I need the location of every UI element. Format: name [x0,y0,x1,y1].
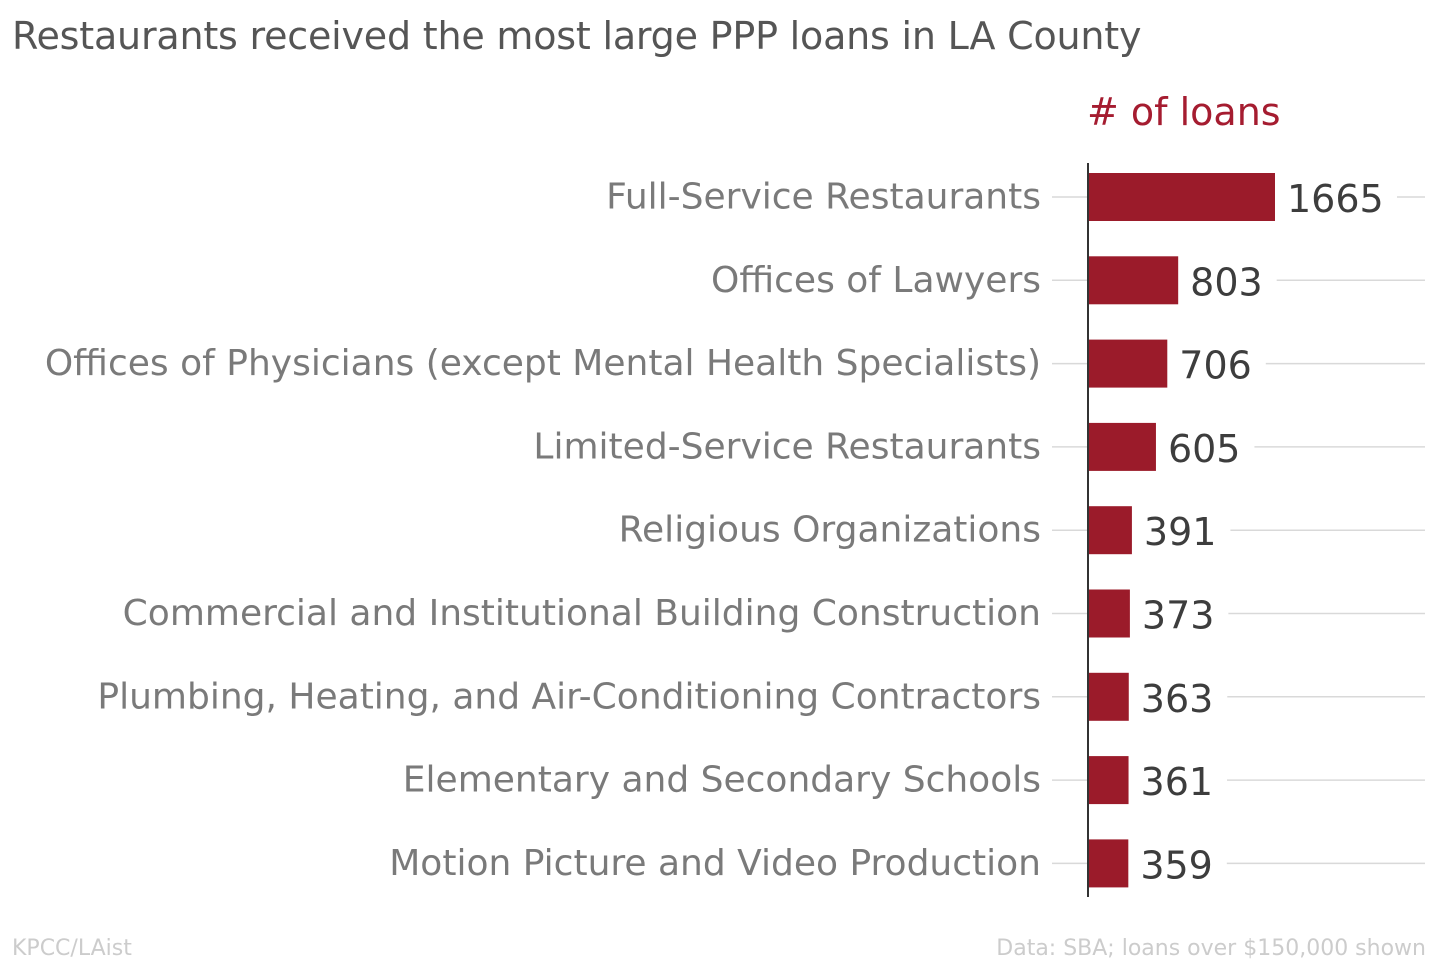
bar [1088,506,1132,555]
category-label: Offices of Physicians (except Mental Hea… [45,343,1041,384]
value-label: 363 [1141,677,1214,721]
bar [1088,339,1168,388]
category-label: Plumbing, Heating, and Air-Conditioning … [97,676,1041,717]
data-source-text: Data: SBA; loans over $150,000 shown [996,936,1426,961]
bar [1088,173,1275,221]
category-label: Elementary and Secondary Schools [403,760,1041,801]
credit-text: KPCC/LAist [12,936,132,961]
category-label: Religious Organizations [619,510,1041,551]
category-label: Full-Service Restaurants [606,177,1041,218]
value-label: 706 [1179,344,1252,388]
category-label: Commercial and Institutional Building Co… [123,593,1041,634]
value-label: 803 [1190,260,1263,304]
bar [1088,756,1129,805]
value-label: 1665 [1287,177,1384,221]
value-label: 605 [1168,427,1241,471]
bar [1088,839,1129,888]
chart-title: Restaurants received the most large PPP … [12,14,1142,58]
bar [1088,422,1156,471]
category-label: Limited-Service Restaurants [533,426,1041,467]
bar [1088,256,1179,305]
value-label: 359 [1140,843,1213,887]
value-label: 361 [1141,760,1214,804]
category-label: Motion Picture and Video Production [389,843,1041,884]
value-label: 373 [1142,594,1215,638]
bar [1088,589,1130,638]
bar [1088,672,1129,721]
category-label: Offices of Lawyers [711,260,1041,301]
value-label: 391 [1144,510,1217,554]
value-column-header: # of loans [1087,90,1281,134]
